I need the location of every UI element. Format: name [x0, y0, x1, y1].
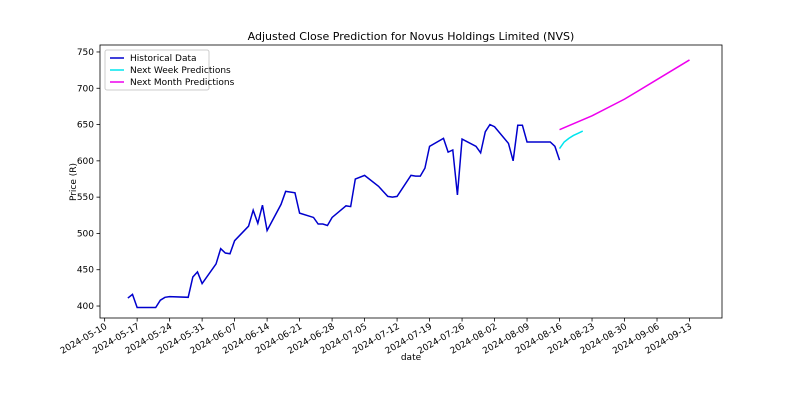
x-axis-label: date — [401, 353, 422, 363]
y-tick-label: 600 — [77, 157, 94, 167]
legend: Historical Data Next Week Predictions Next… — [104, 49, 235, 91]
y-tick-label: 500 — [77, 229, 94, 239]
y-tick-label: 650 — [77, 121, 94, 131]
legend-label: Next Week Predictions — [130, 66, 231, 76]
chart-title: Adjusted Close Prediction for Novus Hold… — [248, 30, 575, 43]
y-tick-label: 700 — [77, 84, 94, 94]
y-tick-label: 550 — [77, 193, 94, 203]
series-line — [559, 59, 690, 131]
y-tick-label: 400 — [77, 302, 94, 312]
legend-label: Historical Data — [130, 54, 197, 64]
series-line — [558, 130, 584, 149]
legend-box — [104, 49, 210, 91]
y-tick-label: 450 — [77, 266, 94, 276]
y-axis-label: Price (R) — [69, 163, 79, 201]
y-tick-label: 750 — [77, 48, 94, 58]
plot-frame — [99, 44, 723, 319]
legend-label: Next Month Predictions — [130, 78, 235, 88]
series-line — [127, 123, 561, 309]
